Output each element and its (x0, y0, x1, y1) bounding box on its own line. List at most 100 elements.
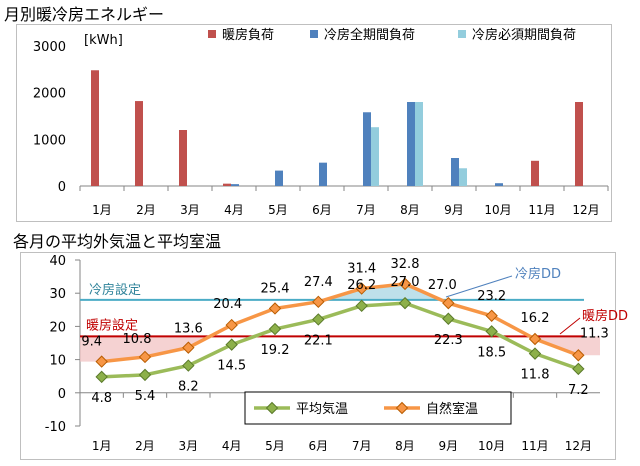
y-tick-label: 1000 (33, 133, 66, 148)
air-temp-data-label: 5.4 (135, 389, 156, 404)
bar (575, 102, 583, 186)
room-temp-data-label: 25.4 (261, 281, 290, 296)
air-temp-data-label: 14.5 (217, 359, 246, 374)
bar (231, 184, 239, 186)
air-temp-data-label: 26.2 (347, 278, 376, 293)
cooling-dd-leader (445, 275, 513, 298)
x-tick-label: 11月 (521, 439, 548, 453)
x-tick-label: 10月 (478, 439, 505, 453)
data-point (95, 355, 108, 368)
data-point (95, 370, 108, 384)
data-point (572, 362, 585, 376)
x-tick-label: 5月 (265, 439, 285, 453)
y-tick-label: 10 (49, 354, 66, 369)
data-point (138, 368, 152, 382)
air-temp-data-label: 11.8 (521, 368, 550, 383)
room-temp-data-label: 23.2 (477, 289, 506, 304)
data-point (442, 296, 455, 310)
data-point (442, 312, 455, 325)
bar (415, 102, 423, 186)
room-temp-data-label: 31.4 (347, 262, 376, 277)
y-tick-label: 40 (49, 254, 66, 269)
heating-dd-leader (559, 317, 581, 335)
legend-label: 冷房全期間負荷 (324, 27, 415, 43)
room-temp-data-label: 11.3 (580, 326, 609, 341)
data-point (355, 282, 368, 295)
legend-swatch (310, 30, 318, 38)
data-point (182, 341, 195, 354)
room-temp-data-label: 27.4 (304, 275, 333, 290)
x-tick-label: 4月 (222, 439, 242, 453)
data-point (182, 359, 195, 372)
legend-marker (265, 401, 279, 415)
air-temp-data-label: 4.8 (91, 391, 112, 406)
data-point (312, 295, 325, 309)
air-temp-data-label: 7.2 (568, 383, 589, 398)
cooling-dd-label: 冷房DD (515, 266, 561, 282)
x-tick-label: 8月 (400, 203, 420, 217)
data-point (268, 322, 282, 336)
x-tick-label: 3月 (180, 203, 200, 217)
legend-label: 自然室温 (426, 401, 478, 417)
data-point (485, 309, 498, 322)
chart1-title: 月別暖冷房エネルギー (4, 5, 165, 24)
x-tick-label: 12月 (565, 439, 592, 453)
x-tick-label: 12月 (572, 203, 599, 217)
data-point (485, 325, 498, 338)
data-point (398, 296, 412, 310)
bar (495, 183, 503, 186)
x-tick-label: 2月 (135, 439, 155, 453)
room-temp-data-label: 20.4 (213, 297, 242, 312)
legend-swatch (208, 30, 216, 38)
heating-dd-area (80, 336, 210, 362)
room-temp-data-label: 16.2 (521, 311, 550, 326)
air-temp-data-label: 18.5 (477, 345, 506, 360)
x-tick-label: 10月 (484, 203, 511, 217)
bar (179, 130, 187, 186)
legend-label: 平均気温 (296, 401, 348, 417)
air-temp-data-label: 27.0 (391, 275, 420, 290)
chart2-title: 各月の平均外気温と平均室温 (13, 232, 222, 251)
bar (407, 102, 415, 186)
data-point (268, 302, 282, 315)
data-point (528, 332, 542, 346)
bar (223, 183, 231, 186)
data-point (355, 299, 368, 313)
room-temp-data-label: 10.8 (123, 332, 152, 347)
x-tick-label: 7月 (352, 439, 372, 453)
x-tick-label: 8月 (395, 439, 415, 453)
x-tick-label: 6月 (312, 203, 332, 217)
bar (319, 162, 327, 186)
x-tick-label: 7月 (356, 203, 376, 217)
air-temp-data-label: 22.1 (304, 333, 333, 348)
legend-swatch (458, 30, 466, 38)
air-temp-data-label: 8.2 (178, 380, 199, 395)
bar (363, 112, 371, 186)
data-point (312, 313, 325, 326)
bar (275, 170, 283, 186)
x-tick-label: 6月 (309, 439, 329, 453)
bar (531, 160, 539, 186)
y-tick-label: 2000 (33, 87, 66, 102)
y-tick-label: -10 (45, 420, 66, 435)
x-tick-label: 1月 (92, 439, 112, 453)
data-point (225, 338, 238, 351)
y-axis-label: [kWh] (84, 33, 123, 48)
room-temp-data-label: 27.0 (428, 278, 457, 293)
heating-dd-label: 暖房DD (582, 308, 628, 324)
bar (459, 168, 467, 186)
y-tick-label: 0 (58, 180, 66, 195)
y-tick-label: 20 (49, 320, 66, 335)
data-point (572, 349, 585, 362)
bar (91, 70, 99, 186)
series-line (101, 282, 579, 364)
heating-setpoint-label: 暖房設定 (86, 317, 138, 333)
energy-bar-chart: 1月 2月 3月 4月 5月 6月 7月 8月 9月 10月 11月 12月 0 1000 2000 3000… (33, 27, 609, 217)
series-line (101, 301, 579, 379)
data-point (528, 347, 542, 360)
x-tick-label: 1月 (92, 203, 112, 217)
legend-label: 暖房負荷 (222, 27, 274, 43)
x-tick-label: 5月 (268, 203, 288, 217)
data-point (225, 318, 238, 332)
